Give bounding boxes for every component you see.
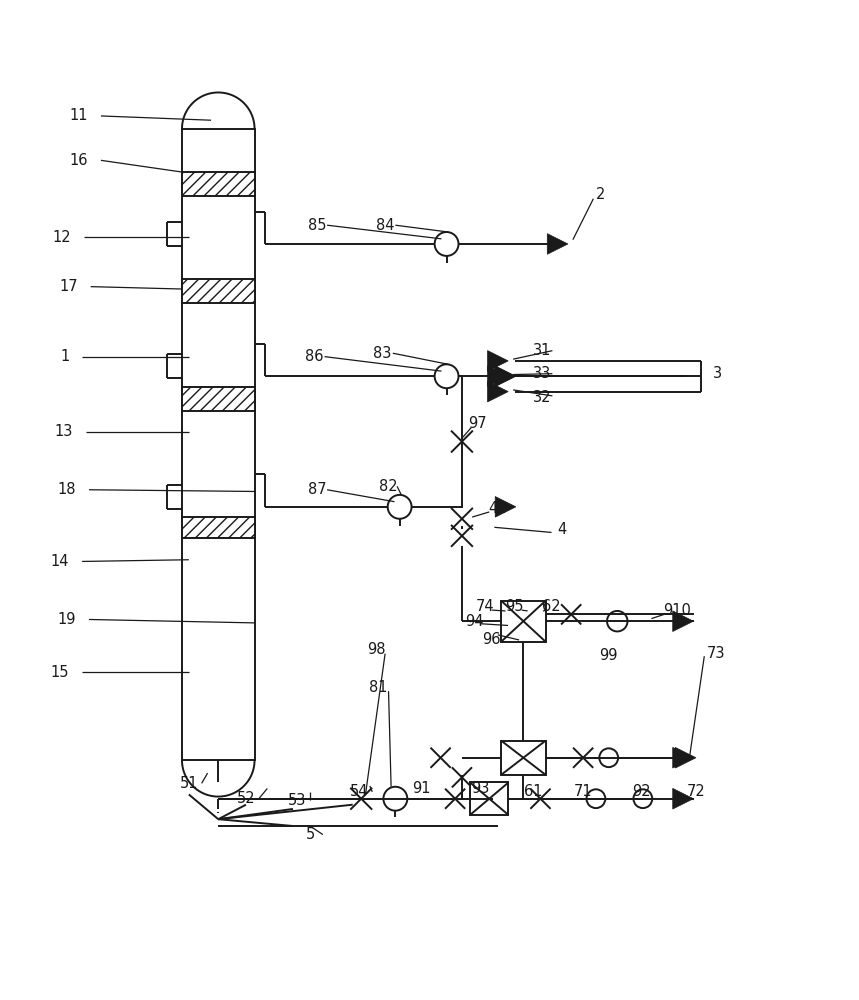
Text: 74: 74 [476,599,494,614]
Text: 84: 84 [376,218,394,233]
Bar [182,387,254,411]
Text: 86: 86 [305,349,324,364]
Bar [182,172,254,196]
Polygon shape [673,611,693,632]
Text: 1: 1 [60,349,70,364]
Text: 62: 62 [542,599,561,614]
Text: 33: 33 [533,366,551,381]
Bar [182,129,254,760]
Text: 93: 93 [472,781,490,796]
Text: 95: 95 [506,599,524,614]
Text: 17: 17 [59,279,78,294]
Text: 91: 91 [411,781,430,796]
Text: 92: 92 [632,784,650,799]
Bar [182,279,254,303]
Text: 61: 61 [524,784,543,799]
Text: 99: 99 [600,648,618,663]
Text: 96: 96 [483,632,501,647]
Text: 16: 16 [70,153,88,168]
Polygon shape [496,497,516,517]
Text: 2: 2 [595,187,605,202]
Text: 13: 13 [54,424,73,439]
Text: 15: 15 [51,665,70,680]
Bar [501,741,545,775]
Text: 18: 18 [58,482,76,497]
Polygon shape [496,366,516,387]
Text: 73: 73 [707,646,726,661]
Polygon shape [488,381,509,402]
Bar [501,601,545,642]
Text: 32: 32 [533,390,551,405]
Text: 85: 85 [308,218,326,233]
Text: 41: 41 [489,501,507,516]
Text: 94: 94 [466,614,484,629]
Text: 87: 87 [308,482,326,497]
Polygon shape [675,747,696,768]
Text: 910: 910 [663,603,691,618]
Text: 54: 54 [350,784,369,799]
Text: 31: 31 [533,343,551,358]
Text: 97: 97 [468,416,486,431]
Polygon shape [673,747,693,768]
Polygon shape [488,366,509,387]
Polygon shape [547,234,568,254]
Polygon shape [488,351,509,371]
Text: 53: 53 [288,793,307,808]
Text: 71: 71 [574,784,593,799]
Text: 52: 52 [237,791,255,806]
Text: 5: 5 [306,827,314,842]
Text: 12: 12 [52,230,71,245]
Text: 81: 81 [369,680,387,695]
Bar [470,782,509,815]
Text: 82: 82 [379,479,398,494]
Text: 83: 83 [374,346,392,361]
Bar [182,517,254,538]
Text: 3: 3 [714,366,722,381]
Text: 98: 98 [368,642,386,657]
Text: 19: 19 [58,612,76,627]
Polygon shape [673,788,693,809]
Text: 51: 51 [180,776,198,791]
Text: 72: 72 [686,784,705,799]
Polygon shape [495,366,515,387]
Text: 4: 4 [557,522,566,537]
Text: 14: 14 [51,554,70,569]
Text: 11: 11 [70,108,88,123]
